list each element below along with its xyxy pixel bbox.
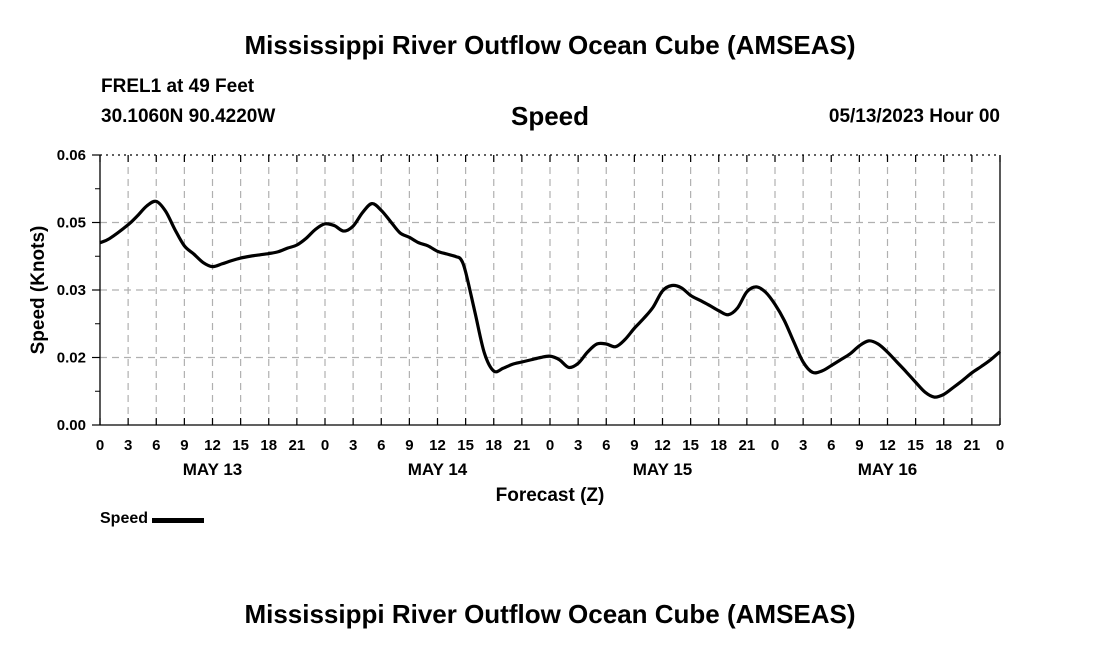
y-tick-label: 0.03	[57, 282, 86, 299]
x-tick-label: 3	[349, 437, 357, 454]
x-tick-label: 21	[739, 437, 756, 454]
y-tick-label: 0.06	[57, 147, 86, 164]
x-tick-label: 18	[260, 437, 277, 454]
x-tick-label: 12	[654, 437, 671, 454]
x-tick-label: 0	[771, 437, 779, 454]
x-tick-label: 0	[546, 437, 554, 454]
chart-title: Mississippi River Outflow Ocean Cube (AM…	[244, 30, 856, 60]
x-tick-label: 3	[574, 437, 582, 454]
coordinates-label: 30.1060N 90.4220W	[101, 106, 276, 127]
legend-swatch	[152, 518, 205, 523]
x-tick-label: 15	[682, 437, 699, 454]
x-tick-label: 0	[321, 437, 329, 454]
station-label: FREL1 at 49 Feet	[101, 76, 255, 97]
x-tick-label: 12	[429, 437, 446, 454]
x-tick-label: 9	[630, 437, 638, 454]
y-axis-label: Speed (Knots)	[28, 226, 49, 355]
x-tick-label: 9	[855, 437, 863, 454]
x-tick-label: 0	[996, 437, 1004, 454]
legend: Speed	[100, 510, 205, 528]
y-tick-label: 0.05	[57, 215, 86, 232]
x-tick-label: 6	[152, 437, 160, 454]
x-tick-label: 21	[964, 437, 981, 454]
x-tick-label: 21	[289, 437, 306, 454]
x-axis-label: Forecast (Z)	[496, 485, 605, 506]
x-tick-label: 18	[935, 437, 952, 454]
x-tick-label: 12	[879, 437, 896, 454]
x-tick-label: 15	[232, 437, 249, 454]
x-tick-label: 12	[204, 437, 221, 454]
datetime-label: 05/13/2023 Hour 00	[828, 106, 1000, 127]
x-tick-label: 9	[405, 437, 413, 454]
day-label: MAY 16	[858, 460, 918, 479]
day-label: MAY 15	[633, 460, 693, 479]
x-tick-label: 9	[180, 437, 188, 454]
footer-title: Mississippi River Outflow Ocean Cube (AM…	[244, 599, 856, 629]
x-tick-label: 3	[799, 437, 807, 454]
legend-label: Speed	[100, 510, 149, 527]
x-tick-label: 0	[96, 437, 104, 454]
x-tick-label: 18	[485, 437, 502, 454]
x-tick-label: 18	[710, 437, 727, 454]
day-label: MAY 13	[183, 460, 243, 479]
day-label: MAY 14	[408, 460, 468, 479]
x-tick-label: 15	[907, 437, 924, 454]
x-tick-label: 6	[602, 437, 610, 454]
y-tick-label: 0.00	[57, 417, 86, 434]
parameter-label: Speed	[510, 101, 590, 131]
x-tick-label: 3	[124, 437, 132, 454]
x-tick-label: 6	[827, 437, 835, 454]
x-tick-label: 6	[377, 437, 385, 454]
series-line-speed	[99, 199, 1002, 399]
y-tick-label: 0.02	[57, 350, 86, 367]
x-tick-label: 15	[457, 437, 474, 454]
x-tick-label: 21	[514, 437, 531, 454]
